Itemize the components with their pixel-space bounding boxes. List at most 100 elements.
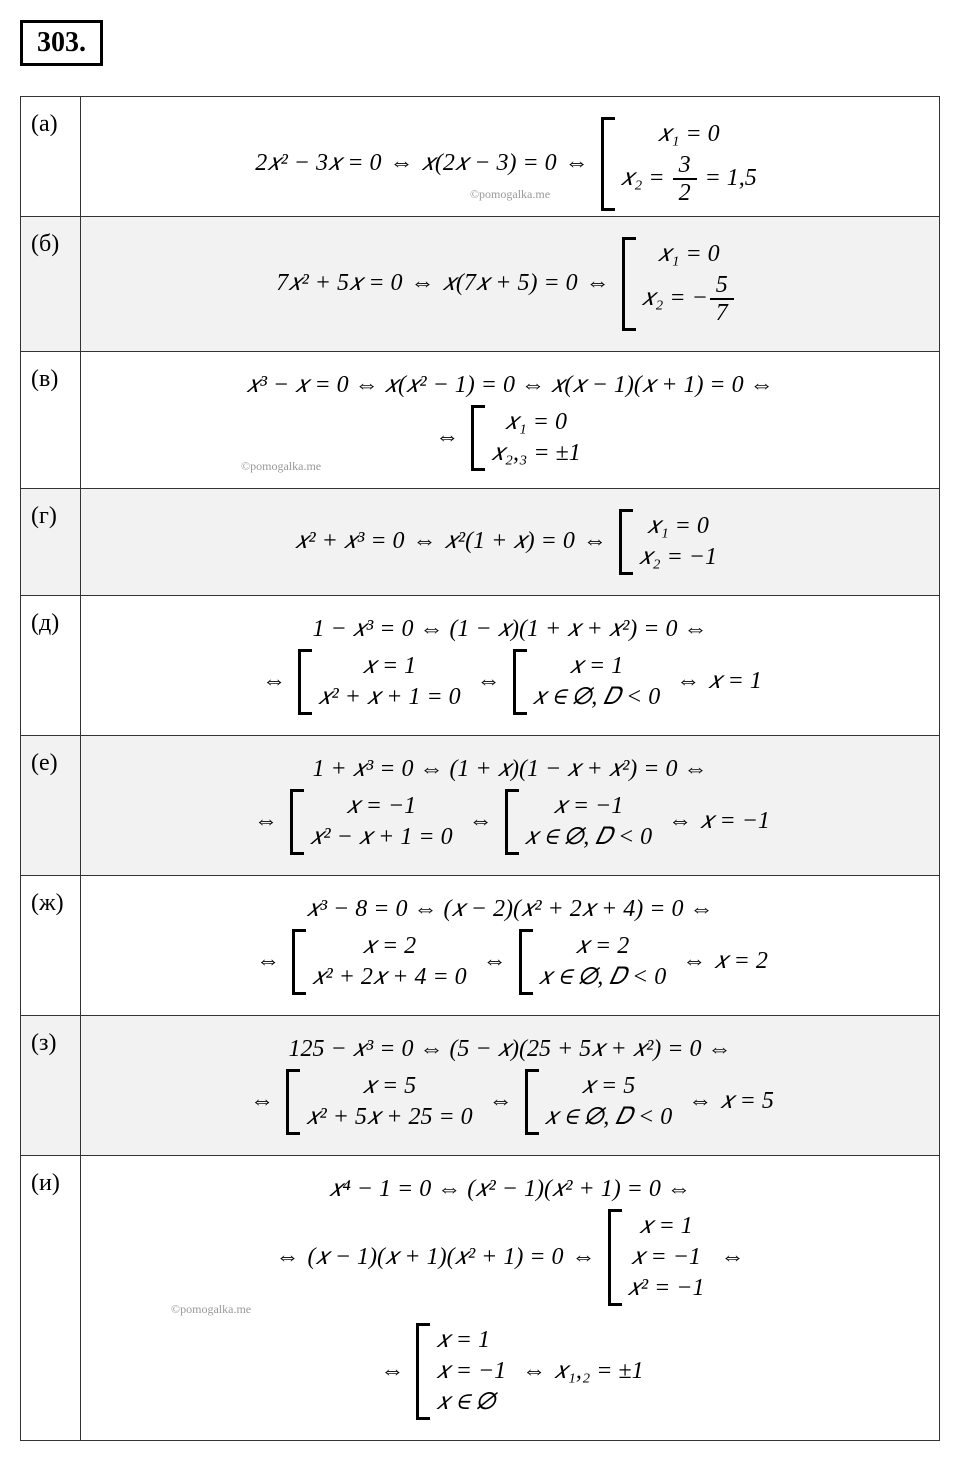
solution-system: 𝑥 = 2 𝑥 ∈ ∅, 𝐷 < 0 [519,929,671,995]
solution: 𝑥 = −1 [436,1356,506,1387]
solutions-table: (а) 2𝑥² − 3𝑥 = 0 ⇔ 𝑥(2𝑥 − 3) = 0 ⇔ 𝑥₁ = … [20,96,940,1441]
solution: 𝑥² + 𝑥 + 1 = 0 [318,682,461,713]
solution: 𝑥₂,₃ = ±1 [491,438,580,469]
equation: 2𝑥² − 3𝑥 = 0 [255,150,381,177]
iff-symbol: ⇔ [682,948,706,975]
iff-symbol: ⇔ [721,1244,745,1271]
iff-symbol: ⇔ [522,1358,546,1385]
solution: 𝑥 = 5 [545,1071,673,1102]
solution: 𝑥 = −1 [525,791,653,822]
row-content: 1 + 𝑥³ = 0 ⇔ (1 + 𝑥)(1 − 𝑥 + 𝑥²) = 0 ⇔ ⇔… [81,735,940,875]
solution: 𝑥₂ = −57 [642,270,736,329]
row-label: (в) [21,351,81,488]
row-content: 2𝑥² − 3𝑥 = 0 ⇔ 𝑥(2𝑥 − 3) = 0 ⇔ 𝑥₁ = 0 𝑥₂… [81,97,940,217]
equation: 𝑥(2𝑥 − 3) = 0 [422,150,557,177]
iff-symbol: ⇔ [435,424,459,451]
final-solution: 𝑥 = 5 [720,1088,774,1115]
table-row: (е) 1 + 𝑥³ = 0 ⇔ (1 + 𝑥)(1 − 𝑥 + 𝑥²) = 0… [21,735,940,875]
iff-symbol: ⇔ [390,150,414,177]
solution-system: 𝑥₁ = 0 𝑥₂ = −1 [619,509,721,575]
equation: 𝑥³ − 𝑥 = 0 ⇔ 𝑥(𝑥² − 1) = 0 ⇔ 𝑥(𝑥 − 1)(𝑥 … [246,372,773,399]
iff-symbol: ⇔ [489,1088,513,1115]
solution: 𝑥 ∈ ∅, 𝐷 < 0 [533,682,661,713]
solution-system: 𝑥 = −1 𝑥² − 𝑥 + 1 = 0 [290,789,457,855]
watermark: ©pomogalka.me [91,1302,929,1317]
equation: 125 − 𝑥³ = 0 ⇔ (5 − 𝑥)(25 + 5𝑥 + 𝑥²) = 0… [288,1036,731,1063]
equation: 1 − 𝑥³ = 0 ⇔ (1 − 𝑥)(1 + 𝑥 + 𝑥²) = 0 ⇔ [312,616,707,643]
problem-number: 303. [20,20,103,66]
iff-symbol: ⇔ [380,1358,404,1385]
solution-system: 𝑥 = 1 𝑥² + 𝑥 + 1 = 0 [298,649,465,715]
solution: 𝑥 ∈ ∅, 𝐷 < 0 [539,962,667,993]
solution: 𝑥 = 1 [318,651,461,682]
final-solution: 𝑥 = −1 [700,808,770,835]
solution-system: 𝑥₁ = 0 𝑥₂ = 32 = 1,5 [601,117,761,211]
solution: 𝑥 = 2 [539,931,667,962]
equation: 7𝑥² + 5𝑥 = 0 [276,270,402,297]
solution: 𝑥 = 1 [533,651,661,682]
solution-system: 𝑥₁ = 0 𝑥₂,₃ = ±1 [471,405,584,471]
solution: 𝑥² + 2𝑥 + 4 = 0 [312,962,467,993]
iff-symbol: ⇔ [572,1244,596,1271]
solution-system: 𝑥 = 2 𝑥² + 2𝑥 + 4 = 0 [292,929,471,995]
equation: 𝑥⁴ − 1 = 0 ⇔ (𝑥² − 1)(𝑥² + 1) = 0 ⇔ [329,1176,691,1203]
table-row: (и) 𝑥⁴ − 1 = 0 ⇔ (𝑥² − 1)(𝑥² + 1) = 0 ⇔ … [21,1155,940,1440]
solution: 𝑥₁ = 0 [621,119,757,150]
iff-symbol: ⇔ [676,668,700,695]
final-solution: 𝑥 = 2 [714,948,768,975]
row-label: (ж) [21,875,81,1015]
solution: 𝑥₁ = 0 [639,511,717,542]
solution: 𝑥₂ = 32 = 1,5 [621,150,757,209]
table-row: (б) 7𝑥² + 5𝑥 = 0 ⇔ 𝑥(7𝑥 + 5) = 0 ⇔ 𝑥₁ = … [21,216,940,351]
solution-system: 𝑥 = 1 𝑥 = −1 𝑥 ∈ ∅ [416,1323,510,1420]
equation: 𝑥(7𝑥 + 5) = 0 [443,270,578,297]
final-solution: 𝑥 = 1 [708,668,762,695]
iff-symbol: ⇔ [565,150,589,177]
iff-symbol: ⇔ [583,528,607,555]
row-content: 𝑥⁴ − 1 = 0 ⇔ (𝑥² − 1)(𝑥² + 1) = 0 ⇔ ⇔ (𝑥… [81,1155,940,1440]
iff-symbol: ⇔ [483,948,507,975]
solution: 𝑥 ∈ ∅, 𝐷 < 0 [545,1102,673,1133]
solution: 𝑥 ∈ ∅ [436,1387,506,1418]
row-content: 𝑥³ − 𝑥 = 0 ⇔ 𝑥(𝑥² − 1) = 0 ⇔ 𝑥(𝑥 − 1)(𝑥 … [81,351,940,488]
table-row: (ж) 𝑥³ − 8 = 0 ⇔ (𝑥 − 2)(𝑥² + 2𝑥 + 4) = … [21,875,940,1015]
solution-system: 𝑥 = 1 𝑥 = −1 𝑥² = −1 [608,1209,709,1306]
iff-symbol: ⇔ [413,528,437,555]
solution: 𝑥₂ = −1 [639,542,717,573]
row-label: (е) [21,735,81,875]
iff-symbol: ⇔ [250,1088,274,1115]
table-row: (а) 2𝑥² − 3𝑥 = 0 ⇔ 𝑥(2𝑥 − 3) = 0 ⇔ 𝑥₁ = … [21,97,940,217]
row-content: 1 − 𝑥³ = 0 ⇔ (1 − 𝑥)(1 + 𝑥 + 𝑥²) = 0 ⇔ ⇔… [81,595,940,735]
row-label: (д) [21,595,81,735]
row-label: (б) [21,216,81,351]
row-label: (а) [21,97,81,217]
row-content: 𝑥³ − 8 = 0 ⇔ (𝑥 − 2)(𝑥² + 2𝑥 + 4) = 0 ⇔ … [81,875,940,1015]
solution: 𝑥 = 5 [306,1071,473,1102]
solution: 𝑥 = 2 [312,931,467,962]
iff-symbol: ⇔ [256,948,280,975]
final-solution: 𝑥₁,₂ = ±1 [554,1358,643,1385]
watermark: ©pomogalka.me [91,187,929,202]
equation: 𝑥²(1 + 𝑥) = 0 [445,528,575,555]
table-row: (д) 1 − 𝑥³ = 0 ⇔ (1 − 𝑥)(1 + 𝑥 + 𝑥²) = 0… [21,595,940,735]
equation: 1 + 𝑥³ = 0 ⇔ (1 + 𝑥)(1 − 𝑥 + 𝑥²) = 0 ⇔ [312,756,707,783]
iff-symbol: ⇔ [254,808,278,835]
solution-system: 𝑥₁ = 0 𝑥₂ = −57 [622,237,740,331]
iff-symbol: ⇔ [275,1244,299,1271]
iff-symbol: ⇔ [586,270,610,297]
iff-symbol: ⇔ [477,668,501,695]
table-row: (з) 125 − 𝑥³ = 0 ⇔ (5 − 𝑥)(25 + 5𝑥 + 𝑥²)… [21,1015,940,1155]
equation: (𝑥 − 1)(𝑥 + 1)(𝑥² + 1) = 0 [307,1244,563,1271]
solution: 𝑥 = −1 [310,791,453,822]
equation: 𝑥² + 𝑥³ = 0 [295,528,405,555]
solution: 𝑥² = −1 [628,1273,705,1304]
equation: 𝑥³ − 8 = 0 ⇔ (𝑥 − 2)(𝑥² + 2𝑥 + 4) = 0 ⇔ [306,896,713,923]
row-content: 125 − 𝑥³ = 0 ⇔ (5 − 𝑥)(25 + 5𝑥 + 𝑥²) = 0… [81,1015,940,1155]
solution: 𝑥² − 𝑥 + 1 = 0 [310,822,453,853]
solution-system: 𝑥 = 5 𝑥² + 5𝑥 + 25 = 0 [286,1069,477,1135]
solution: 𝑥² + 5𝑥 + 25 = 0 [306,1102,473,1133]
row-label: (и) [21,1155,81,1440]
solution-system: 𝑥 = 5 𝑥 ∈ ∅, 𝐷 < 0 [525,1069,677,1135]
row-content: 𝑥² + 𝑥³ = 0 ⇔ 𝑥²(1 + 𝑥) = 0 ⇔ 𝑥₁ = 0 𝑥₂ … [81,488,940,595]
solution: 𝑥 = −1 [628,1242,705,1273]
